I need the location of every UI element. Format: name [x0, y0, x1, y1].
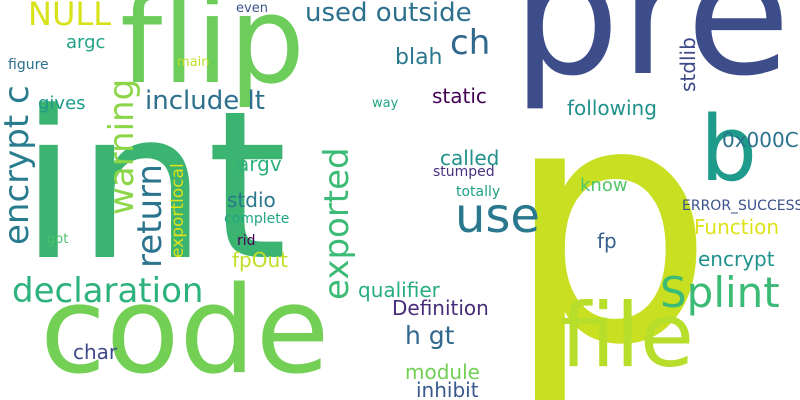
word-encrypt: encrypt: [698, 247, 775, 271]
word-module: module: [405, 360, 480, 384]
word-complete: complete: [224, 211, 290, 227]
word-warning: warning: [102, 78, 142, 215]
word-totally: totally: [456, 184, 501, 200]
word-include-lt: include lt: [145, 86, 265, 116]
word-stumped: stumped: [433, 164, 495, 180]
word-exportlocal: exportlocal: [168, 163, 188, 258]
word-called: called: [440, 146, 500, 170]
word-file: file: [560, 284, 695, 387]
word-stdlib: stdlib: [676, 37, 700, 92]
word-gives: gives: [38, 93, 86, 114]
word-definition: Definition: [392, 296, 489, 320]
word-got: got: [47, 232, 69, 247]
word-b: b: [700, 97, 758, 202]
word-declaration: declaration: [12, 271, 204, 311]
word-used-outside: used outside: [305, 0, 472, 28]
word-error-success: ERROR_SUCCESS: [682, 198, 800, 214]
word-way: way: [372, 96, 399, 111]
word-blah: blah: [395, 45, 443, 70]
word-inhibit: inhibit: [416, 378, 479, 400]
word-know: know: [580, 175, 628, 196]
word-qualifier: qualifier: [358, 278, 440, 302]
word-splint: Splint: [660, 268, 780, 317]
word-argv: argv: [237, 152, 282, 176]
word-fp: fp: [597, 229, 617, 253]
word-function: Function: [694, 215, 780, 239]
word-encrypt-c: encrypt c: [0, 85, 37, 245]
word-rid: rid: [237, 233, 256, 249]
word-flip: flip: [120, 0, 306, 111]
word-char: char: [73, 340, 118, 364]
word-pre: pre: [512, 0, 791, 114]
word-figure: figure: [8, 57, 49, 73]
word-h-gt: h gt: [405, 321, 455, 350]
word-fpout: fpOut: [232, 248, 288, 272]
word-null: NULL: [28, 0, 112, 33]
word-argc: argc: [66, 32, 106, 53]
word-0x000c: 0x000C: [722, 128, 799, 152]
word-static: static: [432, 84, 487, 108]
word-int: int: [20, 68, 288, 306]
word-p: p: [505, 33, 715, 400]
word-exported: exported: [317, 147, 357, 300]
word-even: even: [236, 1, 268, 16]
word-following: following: [567, 96, 657, 120]
word-stdio: stdio: [227, 188, 276, 212]
word-use: use: [455, 188, 540, 244]
word-code: code: [40, 262, 330, 400]
word-ch: ch: [450, 23, 491, 63]
word-main: main: [177, 55, 210, 70]
